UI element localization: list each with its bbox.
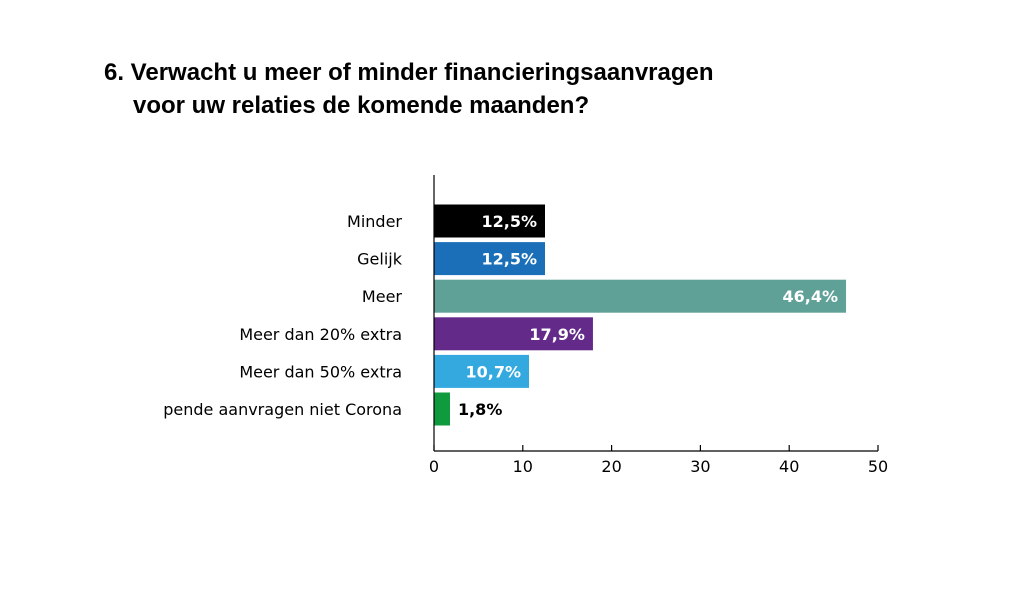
x-tick-label-50: 50 <box>868 457 888 476</box>
chart-title: 6. Verwacht u meer of minder financierin… <box>104 56 714 122</box>
chart-title-line-2: voor uw relaties de komende maanden? <box>133 92 590 119</box>
bar-6 <box>434 392 450 426</box>
category-label-5: Meer dan 50% extra <box>239 362 402 381</box>
x-tick-label-30: 30 <box>690 457 710 476</box>
bar-3 <box>434 279 847 313</box>
category-label-2: Gelijk <box>357 250 403 269</box>
chart-title-line-1: 6. Verwacht u meer of minder financierin… <box>104 59 714 86</box>
x-tick-label-10: 10 <box>513 457 533 476</box>
value-label-5: 10,7% <box>466 362 522 381</box>
value-label-1: 12,5% <box>481 212 537 231</box>
category-label-1: Minder <box>347 212 402 231</box>
category-label-3: Meer <box>362 287 402 306</box>
bar-5 <box>434 354 530 388</box>
category-label-4: Meer dan 20% extra <box>239 325 402 344</box>
bar-2 <box>434 242 545 276</box>
bar-4 <box>434 317 593 351</box>
value-label-4: 17,9% <box>529 325 585 344</box>
value-label-6: 1,8% <box>458 400 502 419</box>
bar-1 <box>434 204 545 238</box>
value-label-2: 12,5% <box>481 250 537 269</box>
x-tick-label-20: 20 <box>601 457 621 476</box>
x-tick-label-40: 40 <box>779 457 799 476</box>
value-label-3: 46,4% <box>783 287 839 306</box>
category-label-6: pende aanvragen niet Corona <box>163 400 402 419</box>
x-tick-label-0: 0 <box>429 457 439 476</box>
